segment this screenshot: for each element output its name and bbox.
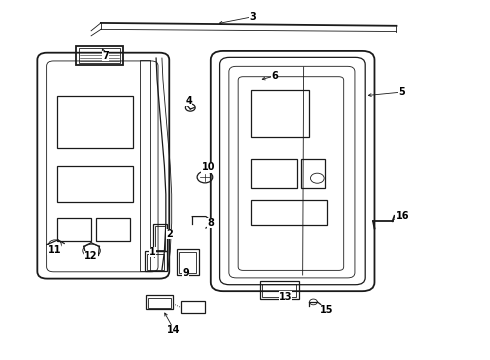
Bar (301, 159, 325, 188)
Text: 10: 10 (201, 162, 215, 172)
Text: 16: 16 (395, 211, 409, 221)
Bar (145, 251, 167, 271)
Text: 3: 3 (249, 12, 256, 22)
Text: 14: 14 (168, 325, 181, 335)
Bar (262, 284, 296, 297)
Bar (155, 226, 165, 249)
Bar (180, 301, 205, 313)
Bar (153, 224, 167, 251)
Bar (147, 253, 164, 270)
Bar (147, 296, 173, 309)
Text: 12: 12 (84, 251, 98, 261)
Bar (57, 166, 133, 202)
Bar (57, 218, 91, 241)
Text: 15: 15 (320, 305, 334, 315)
Bar (251, 159, 297, 188)
Bar (260, 281, 299, 299)
Text: 9: 9 (182, 268, 189, 278)
Bar (148, 298, 171, 308)
Text: 6: 6 (271, 71, 278, 81)
Bar (79, 48, 120, 63)
Bar (96, 218, 130, 241)
Text: 2: 2 (166, 229, 172, 239)
Bar (57, 96, 133, 148)
Text: 8: 8 (207, 218, 214, 228)
Bar (76, 45, 123, 65)
Text: 7: 7 (102, 51, 109, 61)
Bar (251, 201, 327, 225)
Bar (251, 90, 310, 137)
Text: 4: 4 (185, 96, 192, 106)
Text: 13: 13 (279, 292, 293, 302)
Text: 5: 5 (398, 87, 405, 97)
Bar (176, 249, 198, 275)
Text: 1: 1 (149, 247, 155, 257)
Bar (140, 60, 150, 271)
Bar (179, 252, 196, 273)
Text: 11: 11 (48, 245, 61, 255)
